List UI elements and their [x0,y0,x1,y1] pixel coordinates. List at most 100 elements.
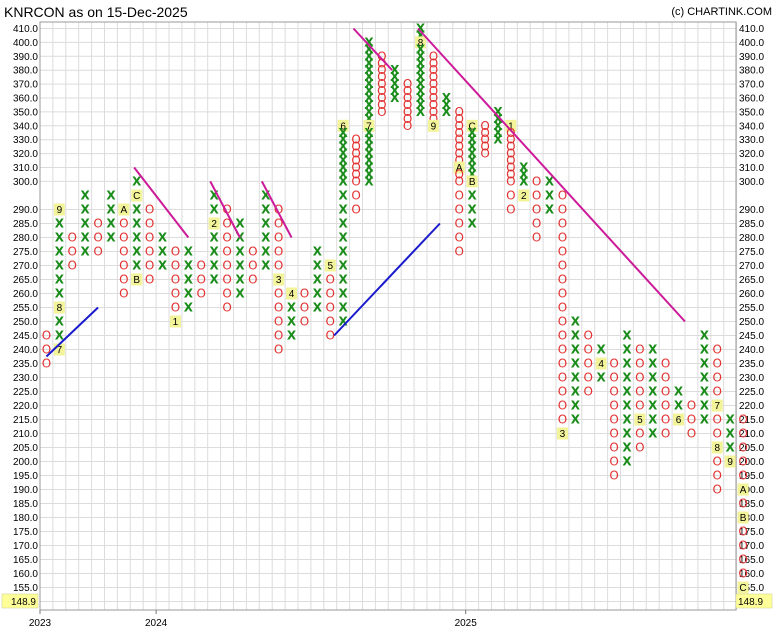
o-mark: O [171,245,180,259]
x-mark: X [416,77,426,91]
x-mark: X [158,231,168,245]
y-tick-label-right: 235.0 [739,359,764,370]
y-tick-label-right: 350.0 [739,107,764,118]
last-price-right: 148.9 [735,593,773,609]
x-mark: X [364,140,374,154]
y-tick-label-right: 230.0 [739,373,764,384]
month-label: 7 [714,401,720,412]
y-tick-label-left: 320.0 [13,149,38,160]
x-tick-label: 2023 [29,618,52,629]
o-mark: O [42,343,51,357]
x-mark: X [545,174,555,188]
x-mark: X [390,77,400,91]
y-tick-label-left: 195.0 [13,471,38,482]
o-mark: O [687,399,696,413]
month-label-box [556,427,568,440]
o-mark: O [584,329,593,343]
x-mark: X [261,245,271,259]
y-tick-label-left: 370.0 [13,80,38,91]
month-label: 1 [173,317,179,328]
x-mark: X [700,329,710,343]
x-mark: X [493,133,503,147]
o-mark: O [351,167,360,181]
x-mark: X [210,273,220,287]
o-mark: O [274,315,283,329]
o-mark: O [558,273,567,287]
x-mark: X [81,189,91,203]
plot-frame [39,21,737,611]
x-mark: X [622,427,632,441]
o-mark: O [558,217,567,231]
o-mark: O [738,497,747,511]
x-mark: X [648,413,658,427]
y-tick-label-left: 265.0 [13,275,38,286]
month-label: 7 [366,121,372,132]
x-mark: X [235,259,245,273]
o-mark: O [635,399,644,413]
month-label: 9 [57,205,63,216]
x-mark: X [468,217,478,231]
x-mark: X [106,217,116,231]
x-mark: X [726,413,736,427]
o-mark: O [687,413,696,427]
y-tick-label-left: 275.0 [13,247,38,258]
o-mark: O [248,273,257,287]
x-mark: X [364,167,374,181]
x-mark: X [313,301,323,315]
o-mark: O [455,231,464,245]
o-mark: O [403,112,412,126]
month-label: 4 [289,289,295,300]
x-mark: X [339,133,349,147]
o-mark: O [558,189,567,203]
x-mark: X [261,217,271,231]
x-mark: X [416,56,426,70]
x-mark: X [571,343,581,357]
month-label: 2 [211,219,217,230]
o-mark: O [558,315,567,329]
o-mark: O [455,140,464,154]
y-tick-label-left: 220.0 [13,401,38,412]
x-mark: X [364,154,374,168]
x-mark: X [622,413,632,427]
y-tick-label-right: 170.0 [739,541,764,552]
x-mark: X [519,161,529,175]
x-mark: X [132,203,142,217]
o-mark: O [480,147,489,161]
support-trendline [333,222,441,337]
o-mark: O [584,385,593,399]
o-mark: O [480,126,489,140]
o-mark: O [455,112,464,126]
x-mark: X [261,203,271,217]
o-mark: O [635,343,644,357]
x-mark: X [158,245,168,259]
x-mark: X [571,413,581,427]
x-mark: X [81,203,91,217]
month-label-box [53,343,65,356]
x-mark: X [261,259,271,273]
month-label: 8 [57,303,63,314]
x-mark: X [648,385,658,399]
x-mark: X [210,203,220,217]
o-mark: O [222,231,231,245]
last-price-box-right [735,593,773,609]
x-mark: X [416,70,426,84]
x-tick-label: 2025 [455,618,478,629]
month-label-box [711,399,723,412]
o-mark: O [377,91,386,105]
x-mark: X [339,154,349,168]
month-label: 7 [57,345,63,356]
o-mark: O [687,427,696,441]
month-label: C [469,121,476,132]
x-mark: X [55,287,65,301]
o-mark: O [248,245,257,259]
o-mark: O [609,427,618,441]
o-mark: O [558,385,567,399]
o-mark: O [326,273,335,287]
x-mark: X [210,231,220,245]
o-mark: O [558,245,567,259]
o-mark: O [429,84,438,98]
o-mark: O [326,301,335,315]
y-tick-label-right: 160.0 [739,569,764,580]
o-mark: O [377,70,386,84]
x-mark: X [132,231,142,245]
